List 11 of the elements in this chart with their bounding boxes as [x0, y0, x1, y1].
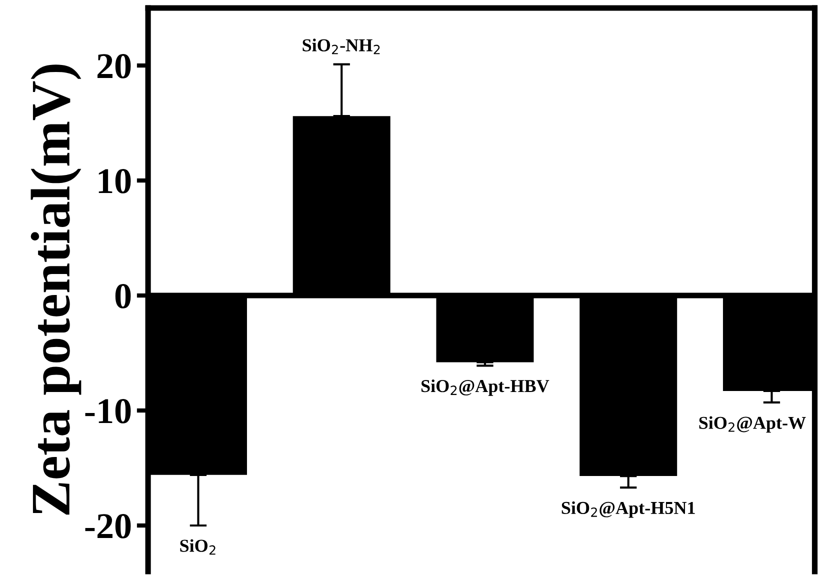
y-tick-label: -10 — [85, 399, 131, 424]
y-tick-label: -20 — [85, 514, 131, 538]
x-tick-label: SiO$_{2}$@Apt-H5N1 — [562, 501, 695, 518]
x-tick-label: SiO$_{2}$-NH$_{2}$ — [302, 38, 380, 54]
x-tick-label: SiO$_{2}$@Apt-W — [699, 416, 806, 433]
y-axis-title: Zeta potential(mV) — [30, 64, 82, 515]
y-tick-label: 0 — [115, 284, 131, 308]
y-tick-label: 20 — [97, 54, 131, 78]
x-tick-label: SiO$_{2}$ — [180, 539, 216, 555]
x-tick-label: SiO$_{2}$@Apt-HBV — [421, 379, 550, 396]
y-tick-label: 10 — [98, 169, 131, 194]
